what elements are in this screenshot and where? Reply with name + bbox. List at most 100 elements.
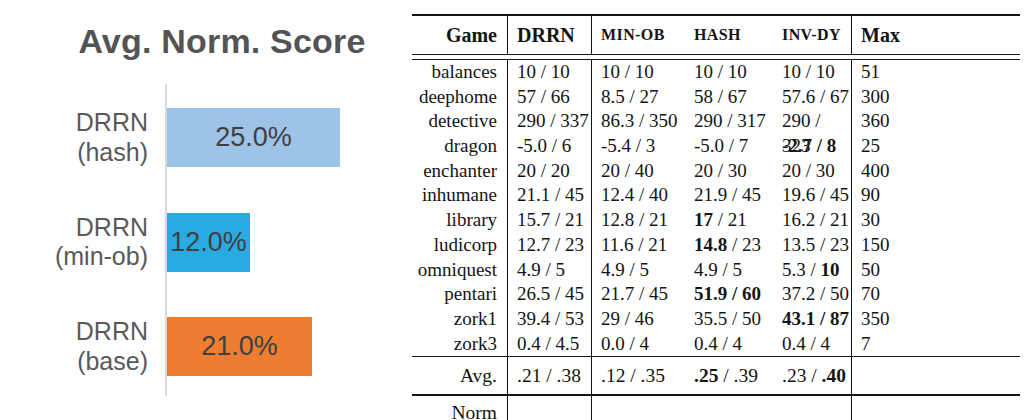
score-cell: 10 / 10	[685, 60, 773, 85]
score-segment: .23 /	[782, 365, 822, 386]
score-cell: 8.5 / 27	[591, 85, 685, 110]
bar-category-label-line: (hash)	[0, 138, 148, 168]
col-header-max: Max	[851, 16, 1020, 54]
bar-category-label-line: DRRN	[0, 213, 148, 243]
footer-max-cell	[851, 357, 1020, 420]
score-segment-bold: -2.7 / 8	[782, 135, 836, 156]
score-cell: 21.9 / 45	[685, 183, 773, 208]
table-row: omniquest4.9 / 54.9 / 54.9 / 55.3 / 1050	[412, 258, 1020, 283]
footer-score-cell: .21 / .38	[507, 357, 591, 420]
score-cell: 35.5 / 50	[685, 307, 773, 332]
score-cell: -2.7 / 8	[773, 134, 851, 159]
results-table: Game DRRN MIN-OB HASH INV-DY Max balance…	[412, 14, 1020, 396]
score-segment-bold: 43.1 / 87	[782, 308, 849, 329]
table-row: dragon-5.0 / 6-5.4 / 3-5.0 / 7-2.7 / 825	[412, 134, 1020, 159]
table-header-row: Game DRRN MIN-OB HASH INV-DY Max	[412, 16, 1020, 54]
max-cell: 7	[851, 332, 1020, 357]
score-segment-bold: .25	[694, 365, 718, 386]
bar-value-label: 25.0%	[215, 122, 292, 153]
score-cell: 21.1 / 45	[507, 183, 591, 208]
max-cell: 400	[851, 159, 1020, 184]
table-row: zork139.4 / 5329 / 4635.5 / 50 43.1 / 873…	[412, 307, 1020, 332]
score-segment-bold: 17	[694, 209, 713, 230]
score-cell: -5.0 / 6	[507, 134, 591, 159]
max-cell: 300	[851, 85, 1020, 110]
table-row: inhumane21.1 / 4512.4 / 4021.9 / 4519.6 …	[412, 183, 1020, 208]
game-name-cell: omniquest	[412, 258, 507, 283]
bar-value-label: 12.0%	[170, 227, 247, 258]
max-cell: 90	[851, 183, 1020, 208]
game-name-cell: zork1	[412, 307, 507, 332]
score-cell: 58 / 67	[685, 85, 773, 110]
table-row: enchanter20 / 2020 / 4020 / 3020 / 30400	[412, 159, 1020, 184]
score-cell: 0.0 / 4	[591, 332, 685, 357]
max-cell: 350	[851, 307, 1020, 332]
bar-category-label: DRRN(min-ob)	[0, 213, 148, 272]
game-name-cell: inhumane	[412, 183, 507, 208]
table-row: balances10 / 1010 / 1010 / 1010 / 1051	[412, 60, 1020, 85]
score-cell: 13.5 / 23	[773, 233, 851, 258]
score-cell: 26.5 / 45	[507, 282, 591, 307]
game-name-cell: library	[412, 208, 507, 233]
max-cell: 25	[851, 134, 1020, 159]
bar-category-label-line: (min-ob)	[0, 242, 148, 272]
score-cell: 21.7 / 45	[591, 282, 685, 307]
score-cell: -5.4 / 3	[591, 134, 685, 159]
score-cell: 20 / 30	[685, 159, 773, 184]
score-segment-bold: .40	[822, 365, 846, 386]
score-cell: 39.4 / 53	[507, 307, 591, 332]
score-cell: 20 / 40	[591, 159, 685, 184]
table-row: ludicorp12.7 / 2311.6 / 21 14.8 / 23 13.5 …	[412, 233, 1020, 258]
score-cell: 43.1 / 87	[773, 307, 851, 332]
score-cell: 4.9 / 5	[685, 258, 773, 283]
score-cell: 10 / 10	[591, 60, 685, 85]
table-footer-row: Avg. Norm.21 / .38.12 / .35.25 / .39.23 …	[412, 357, 1020, 394]
game-name-cell: zork3	[412, 332, 507, 357]
max-cell: 70	[851, 282, 1020, 307]
score-cell: 12.4 / 40	[591, 183, 685, 208]
score-cell: 12.7 / 23	[507, 233, 591, 258]
game-name-cell: ludicorp	[412, 233, 507, 258]
max-cell: 150	[851, 233, 1020, 258]
max-cell: 50	[851, 258, 1020, 283]
col-header-inv-dy: INV-DY	[773, 16, 851, 54]
score-cell: 20 / 20	[507, 159, 591, 184]
score-cell: 4.9 / 5	[591, 258, 685, 283]
bar-row: DRRN(hash) 25.0%	[0, 108, 400, 167]
score-cell: 0.4 / 4	[685, 332, 773, 357]
avg-norm-score-bar-chart: Avg. Norm. Score DRRN(hash)25.0%DRRN(min…	[0, 0, 400, 420]
score-segment: / 23	[727, 234, 761, 255]
table-row: deephome57 / 668.5 / 2758 / 6757.6 / 673…	[412, 85, 1020, 110]
score-cell: 57.6 / 67	[773, 85, 851, 110]
bar-row: DRRN(min-ob) 12.0%	[0, 213, 400, 272]
bar-category-label: DRRN(hash)	[0, 108, 148, 167]
score-cell: 29 / 46	[591, 307, 685, 332]
bar-value-label: 21.0%	[201, 331, 278, 362]
col-header-drrn: DRRN	[507, 16, 591, 54]
footer-label-cell: Avg. Norm	[412, 357, 507, 420]
score-segment: 5.3 /	[782, 259, 821, 280]
score-cell: 51.9 / 60	[685, 282, 773, 307]
bar-category-label-line: DRRN	[0, 317, 148, 347]
score-segment-bold: 51.9 / 60	[694, 283, 761, 304]
footer-score-cell: .25 / .39	[685, 357, 773, 420]
bar-row: DRRN(base) 21.0%	[0, 317, 400, 376]
chart-title: Avg. Norm. Score	[52, 22, 392, 61]
footer-score-cell: .23 / .40	[773, 357, 851, 420]
score-segment-bold: 14.8	[694, 234, 727, 255]
score-cell: 11.6 / 21	[591, 233, 685, 258]
max-cell: 30	[851, 208, 1020, 233]
score-cell: 15.7 / 21	[507, 208, 591, 233]
score-cell: 12.8 / 21	[591, 208, 685, 233]
footer-score-cell: .12 / .35	[591, 357, 685, 420]
score-cell: 10 / 10	[507, 60, 591, 85]
max-cell: 51	[851, 60, 1020, 85]
col-header-game: Game	[412, 16, 507, 54]
score-cell: 0.4 / 4.5	[507, 332, 591, 357]
bar-category-label-line: DRRN	[0, 108, 148, 138]
table-row: detective290 / 33786.3 / 350290 / 317290…	[412, 109, 1020, 134]
bar: 21.0%	[167, 317, 312, 376]
score-cell: 17 / 21	[685, 208, 773, 233]
bar-category-label-line: (base)	[0, 347, 148, 377]
game-name-cell: dragon	[412, 134, 507, 159]
